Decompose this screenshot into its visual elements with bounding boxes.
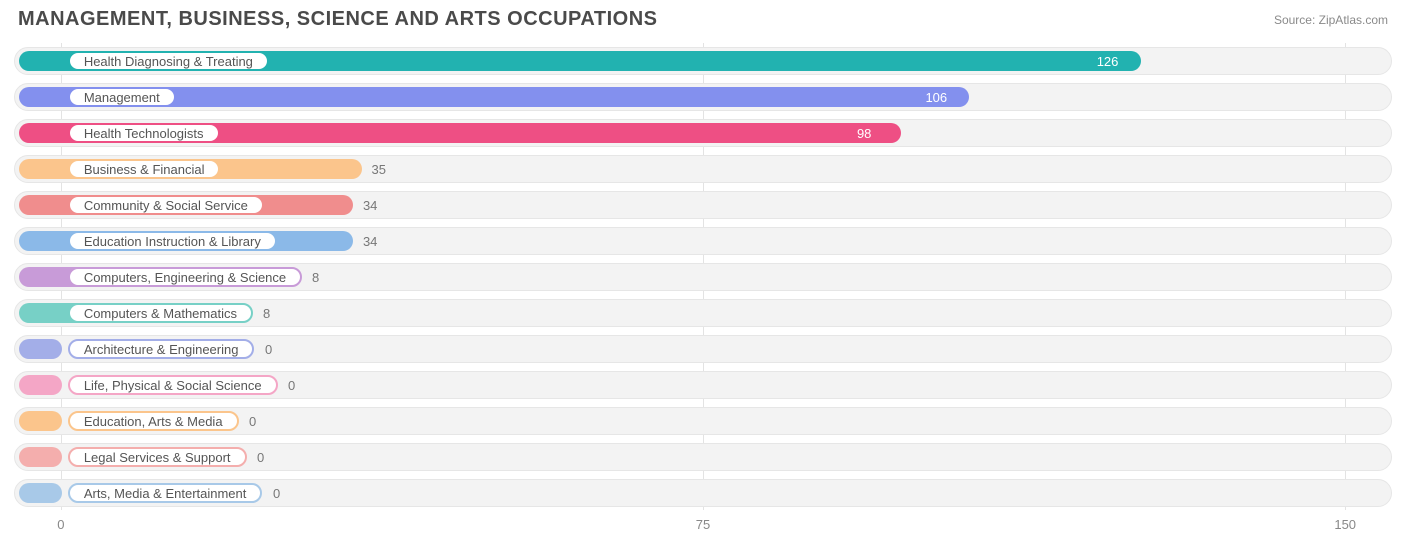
bar-row: Life, Physical & Social Science 0 [14,371,1392,399]
bar-fill [19,483,62,503]
bar-label-pill: Computers, Engineering & Science [68,267,302,287]
bar-fill [19,375,62,395]
bar-label-pill: Arts, Media & Entertainment [68,483,263,503]
x-tick-label: 0 [57,517,64,532]
bar-label-pill: Life, Physical & Social Science [68,375,278,395]
bar-row: Health Technologists 98 [14,119,1392,147]
x-axis: 0 75 150 [14,515,1392,539]
source-prefix: Source: [1274,13,1319,27]
x-tick-label: 75 [696,517,710,532]
bar-label-pill: Architecture & Engineering [68,339,255,359]
bar-value: 0 [265,336,272,362]
bar-row: Business & Financial 35 [14,155,1392,183]
bar-row: Legal Services & Support 0 [14,443,1392,471]
bar-value: 0 [249,408,256,434]
bar-fill [19,411,62,431]
chart-area: Health Diagnosing & Treating 126 Managemen… [14,43,1392,538]
source-name: ZipAtlas.com [1319,13,1388,27]
bar-label-pill: Health Technologists [68,123,220,143]
bar-label-pill: Management [68,87,176,107]
bar-row: Education, Arts & Media 0 [14,407,1392,435]
bar-row: Architecture & Engineering 0 [14,335,1392,363]
bars-container: Health Diagnosing & Treating 126 Managemen… [14,43,1392,507]
bar-value: 106 [925,84,947,110]
source-attribution: Source: ZipAtlas.com [1274,13,1388,27]
bar-value: 126 [1097,48,1119,74]
bar-value: 98 [857,120,871,146]
bar-value: 0 [273,480,280,506]
chart-title: MANAGEMENT, BUSINESS, SCIENCE AND ARTS O… [18,8,657,31]
bar-value: 8 [263,300,270,326]
bar-label-pill: Education, Arts & Media [68,411,239,431]
chart-header: MANAGEMENT, BUSINESS, SCIENCE AND ARTS O… [0,0,1406,35]
bar-label-pill: Business & Financial [68,159,221,179]
bar-row: Computers & Mathematics 8 [14,299,1392,327]
bar-value: 0 [257,444,264,470]
bar-label-pill: Education Instruction & Library [68,231,277,251]
bar-value: 34 [363,192,377,218]
bar-fill [19,447,62,467]
bar-row: Computers, Engineering & Science 8 [14,263,1392,291]
bar-row: Health Diagnosing & Treating 126 [14,47,1392,75]
bar-label-pill: Computers & Mathematics [68,303,253,323]
bar-value: 34 [363,228,377,254]
bar-fill [19,339,62,359]
bar-row: Arts, Media & Entertainment 0 [14,479,1392,507]
bar-row: Community & Social Service 34 [14,191,1392,219]
bar-row: Management 106 [14,83,1392,111]
bar-value: 0 [288,372,295,398]
bar-value: 8 [312,264,319,290]
bar-label-pill: Health Diagnosing & Treating [68,51,269,71]
bar-label-pill: Legal Services & Support [68,447,247,467]
bar-row: Education Instruction & Library 34 [14,227,1392,255]
bar-label-pill: Community & Social Service [68,195,264,215]
bar-value: 35 [372,156,386,182]
x-tick-label: 150 [1334,517,1356,532]
